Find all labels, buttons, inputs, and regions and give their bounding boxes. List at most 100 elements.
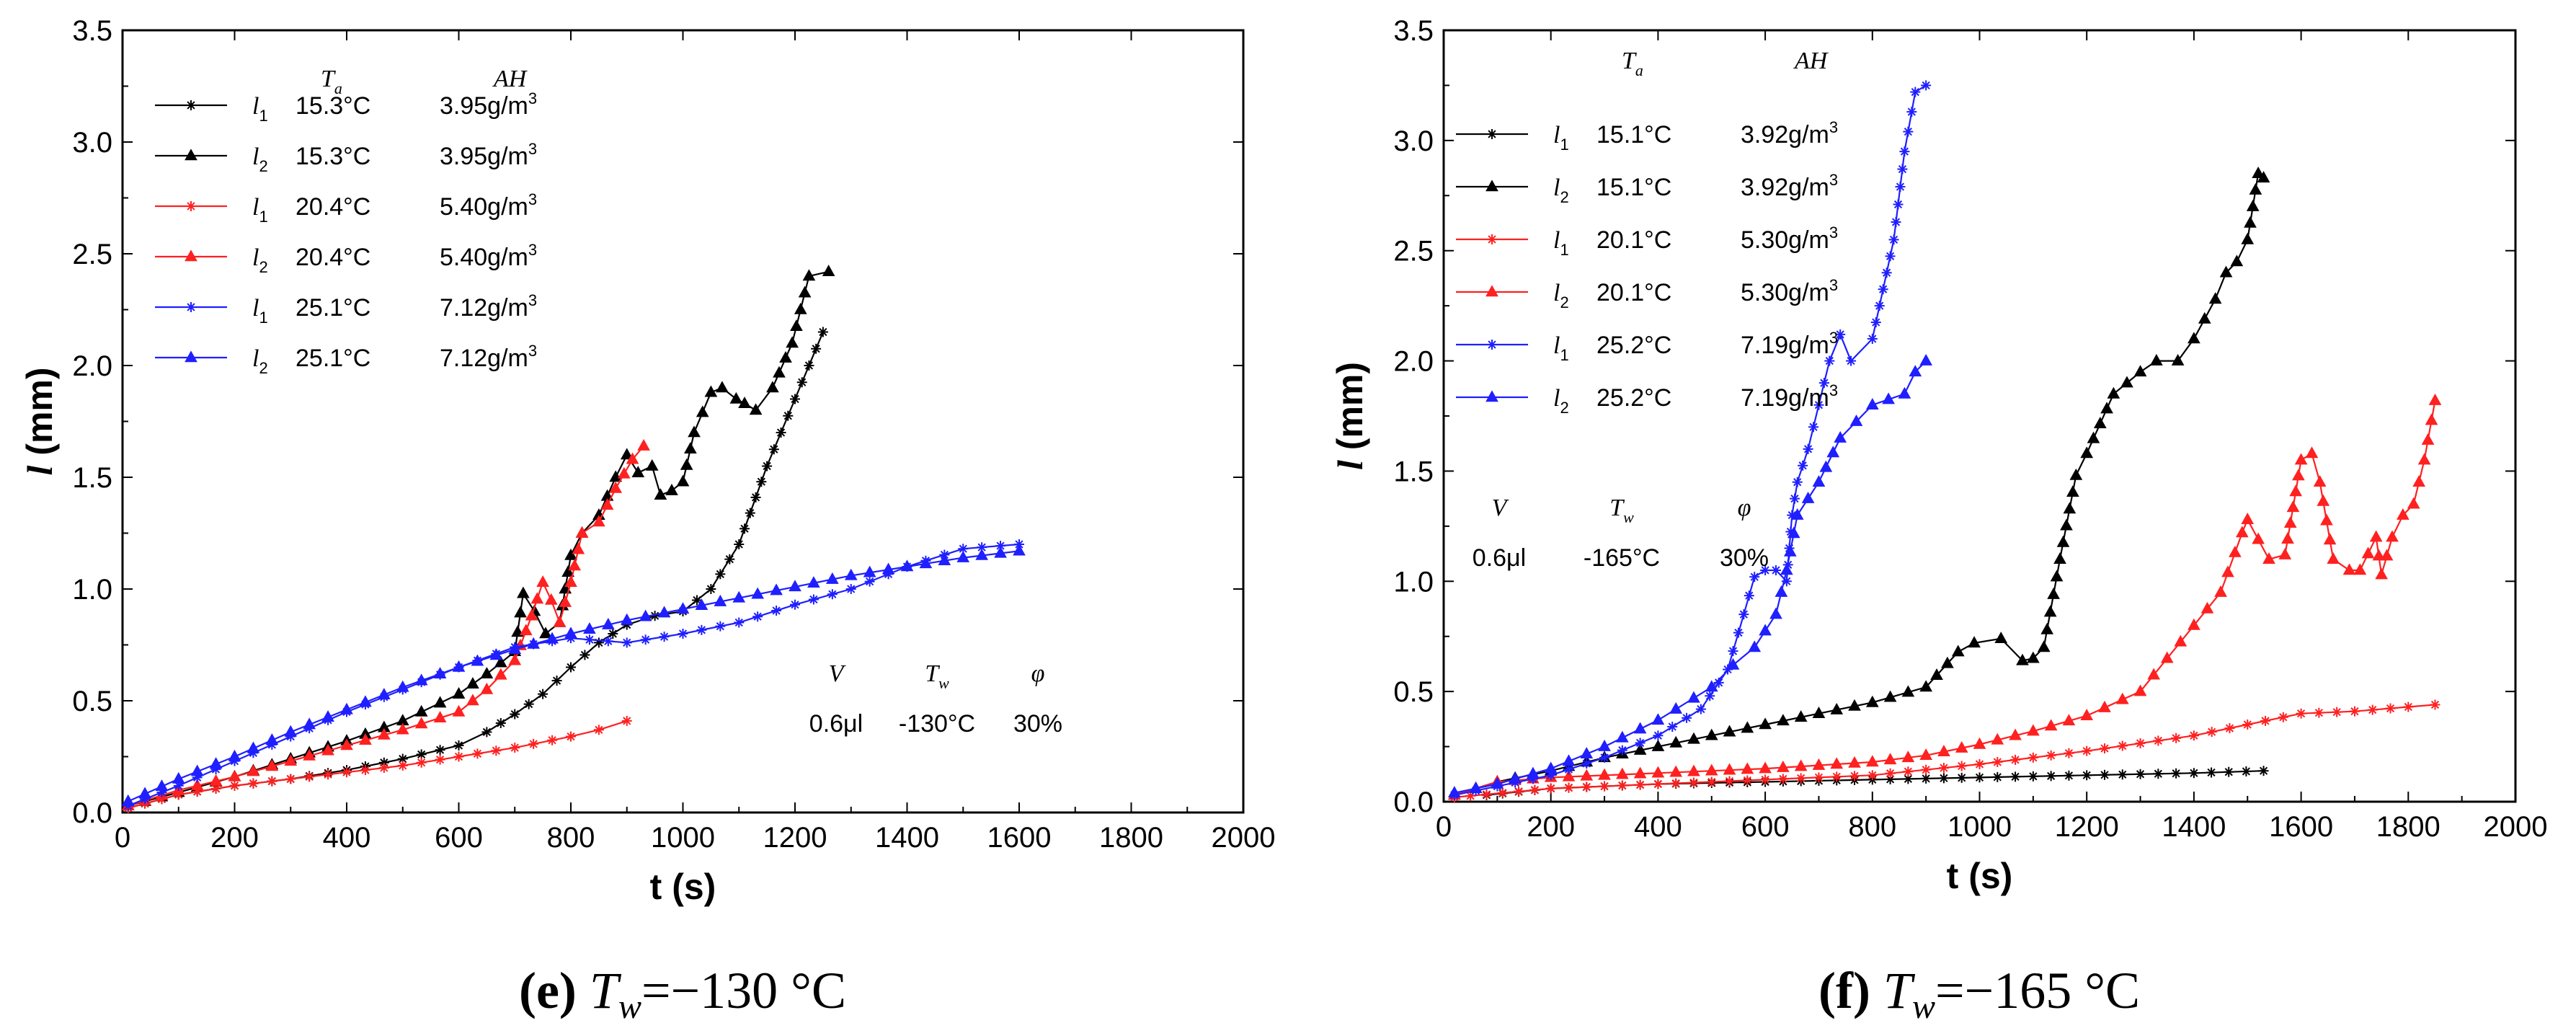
- data-point-marker: [2320, 513, 2333, 526]
- data-point: [2258, 766, 2269, 776]
- data-point: [786, 336, 799, 348]
- data-point: [452, 660, 466, 672]
- data-point: [1803, 443, 1813, 454]
- data-point-marker: [323, 769, 334, 780]
- series-4: [121, 438, 650, 810]
- star-stroke: [2100, 744, 2109, 753]
- data-point-marker: [248, 778, 259, 789]
- star-stroke: [2208, 727, 2216, 736]
- legend-swatch-marker: [186, 201, 196, 211]
- data-point-marker: [808, 594, 819, 605]
- data-point-marker: [2289, 484, 2303, 497]
- star-stroke: [2082, 747, 2091, 756]
- data-point-marker: [303, 748, 316, 761]
- condition-value: 0.6μl: [809, 710, 863, 738]
- y-tick-label: 2.0: [1393, 346, 1434, 378]
- data-point-marker: [2010, 771, 2021, 782]
- data-point-marker: [2260, 715, 2271, 726]
- legend-label: l1: [252, 194, 268, 226]
- star-stroke: [1872, 318, 1880, 327]
- star-stroke: [1636, 738, 1645, 748]
- star-stroke: [1488, 235, 1496, 244]
- data-point-marker: [2098, 700, 2111, 712]
- data-point-marker: [603, 636, 613, 647]
- condition-header: Tw: [1609, 495, 1634, 526]
- condition-header: V: [829, 660, 847, 687]
- data-point: [2375, 567, 2388, 580]
- data-point: [1792, 477, 1803, 487]
- legend-item-5: l1 25.1°C 7.12g/m3: [155, 291, 537, 327]
- condition-value: 30%: [1013, 710, 1062, 738]
- data-point: [2082, 745, 2092, 756]
- data-point: [1545, 783, 1556, 794]
- data-point-marker: [618, 466, 631, 479]
- star-stroke: [1896, 182, 1905, 191]
- star-stroke: [1975, 773, 1984, 782]
- data-point: [2027, 724, 2040, 736]
- data-point-marker: [1830, 702, 1844, 714]
- series-3: [1449, 699, 2440, 802]
- series-line: [1454, 172, 2265, 796]
- data-point-marker: [1615, 767, 1629, 779]
- data-point: [480, 682, 494, 694]
- star-stroke: [1922, 81, 1930, 90]
- data-point: [1651, 739, 1665, 751]
- x-tick-label: 1800: [2376, 811, 2440, 843]
- star-stroke: [2172, 734, 2180, 743]
- data-point: [1759, 717, 1772, 730]
- star-stroke: [2404, 702, 2412, 712]
- data-point-marker: [1813, 772, 1824, 783]
- data-point-marker: [1895, 182, 1906, 192]
- data-point: [665, 483, 678, 495]
- y-tick-label: 3.0: [72, 127, 112, 159]
- legend-temperature: 25.1°C: [296, 294, 370, 322]
- legend-swatch-marker: [1487, 129, 1497, 139]
- data-point-marker: [2292, 469, 2305, 481]
- data-point-marker: [2286, 500, 2300, 513]
- x-tick-label: 1000: [651, 822, 715, 854]
- x-tick-label: 1200: [2055, 811, 2119, 843]
- legend-temperature: 25.2°C: [1596, 332, 1671, 359]
- legend-humidity: 3.95g/m: [440, 92, 528, 120]
- data-point-marker: [2200, 601, 2214, 614]
- data-point-marker: [807, 576, 820, 588]
- data-point: [1653, 779, 1664, 789]
- data-point: [2080, 709, 2094, 721]
- data-point-marker: [547, 735, 558, 745]
- star-stroke: [2243, 720, 2252, 729]
- legend-swatch-marker: [1487, 340, 1497, 350]
- panel-e: 0 200 400 600 800 1000 1200 1400 1600 1800 20000.0…: [19, 15, 1275, 1026]
- panel-f: 0 200 400 600 800 1000 1200 1400 1600 1800 20000.0…: [1330, 15, 2547, 1026]
- data-point-marker: [2153, 735, 2164, 746]
- data-point-marker: [584, 634, 595, 645]
- star-stroke: [1886, 775, 1895, 784]
- data-point-marker: [1848, 699, 1861, 711]
- data-point-marker: [1741, 762, 1754, 774]
- data-point-marker: [2093, 417, 2107, 428]
- y-tick-label: 2.5: [72, 239, 112, 270]
- condition-header: φ: [1738, 495, 1751, 521]
- y-tick-label: 1.5: [72, 462, 112, 494]
- star-stroke: [2011, 756, 2020, 764]
- data-point-marker: [1991, 732, 2004, 745]
- star-stroke: [757, 477, 765, 486]
- data-point-marker: [2099, 743, 2110, 754]
- star-stroke: [753, 612, 762, 621]
- star-stroke: [1564, 765, 1573, 774]
- star-stroke: [510, 743, 519, 752]
- star-stroke: [482, 727, 491, 737]
- star-stroke: [595, 725, 603, 734]
- data-point-marker: [1744, 590, 1754, 601]
- star-stroke: [1911, 87, 1919, 97]
- data-point: [2171, 353, 2185, 366]
- data-point-marker: [1706, 776, 1717, 787]
- legend-symbol: l: [1553, 122, 1560, 149]
- star-stroke: [380, 763, 388, 772]
- y-tick-label: 1.5: [1393, 456, 1434, 487]
- star-stroke: [678, 629, 688, 638]
- panel-caption: (f) Tw=−165 °C: [1818, 962, 2140, 1026]
- legend-symbol: l: [252, 345, 259, 372]
- data-point-marker: [1759, 624, 1772, 636]
- star-stroke: [725, 555, 734, 564]
- data-point: [716, 381, 729, 393]
